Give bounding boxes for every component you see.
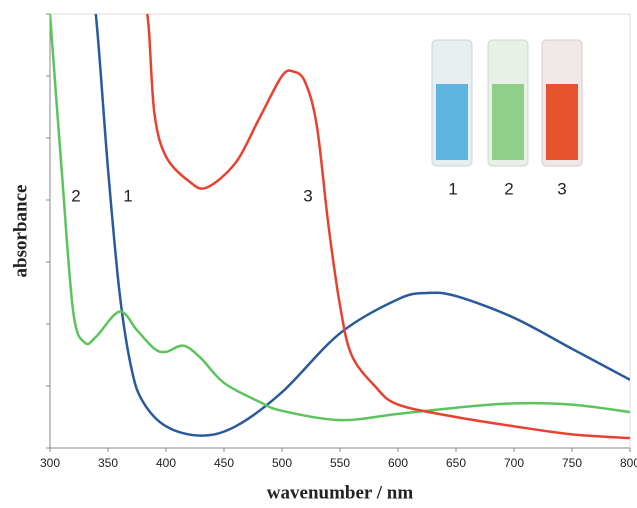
cuvette-liquid [492,84,524,160]
inset-label: 3 [557,179,566,198]
x-tick-label: 700 [504,456,524,470]
curve-label: 3 [303,186,312,205]
x-tick-label: 450 [214,456,234,470]
series-line [94,14,630,437]
inset-photo: 1 2 3 [431,39,583,198]
plot-area [50,14,630,440]
x-axis-title: wavenumber / nm [267,482,414,503]
inset-label: 1 [448,179,457,198]
curve-label: 1 [123,186,132,205]
x-tick-label: 400 [156,456,176,470]
x-tick-label: 750 [562,456,582,470]
curve-label: 2 [71,186,80,205]
x-tick-label: 550 [330,456,350,470]
cuvette-liquid [436,84,468,160]
x-tick-label: 500 [272,456,292,470]
x-tick-label: 600 [388,456,408,470]
y-axis-title: absorbance [10,185,31,278]
x-tick-label: 800 [620,456,637,470]
series-line [50,14,630,422]
inset-label: 2 [504,179,513,198]
x-tick-label: 650 [446,456,466,470]
cuvette-liquid [546,84,578,160]
x-tick-label: 300 [40,456,60,470]
x-tick-label: 350 [98,456,118,470]
series-line [146,14,630,440]
